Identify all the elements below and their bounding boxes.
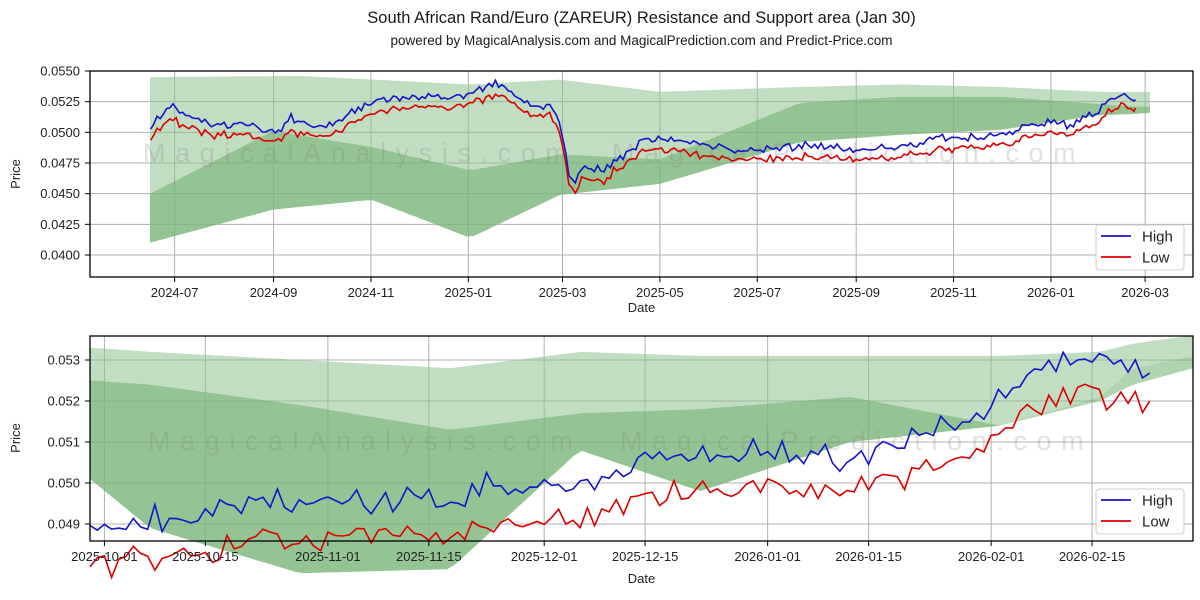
svg-text:Price: Price xyxy=(8,159,23,189)
svg-text:MagicalPrediction.com: MagicalPrediction.com xyxy=(620,426,1093,456)
svg-text:0.050: 0.050 xyxy=(47,476,80,491)
svg-text:0.053: 0.053 xyxy=(47,353,80,368)
svg-text:2025-01: 2025-01 xyxy=(444,285,492,300)
svg-text:0.0525: 0.0525 xyxy=(40,94,80,109)
svg-text:Date: Date xyxy=(628,300,655,315)
svg-text:2026-02-01: 2026-02-01 xyxy=(958,549,1025,564)
svg-text:0.049: 0.049 xyxy=(47,517,80,532)
svg-text:2024-11: 2024-11 xyxy=(348,285,395,300)
svg-text:2025-11-01: 2025-11-01 xyxy=(295,549,361,564)
svg-text:0.0550: 0.0550 xyxy=(40,64,80,79)
svg-text:2025-09: 2025-09 xyxy=(832,285,880,300)
svg-text:2024-07: 2024-07 xyxy=(151,285,199,300)
svg-text:2026-01-01: 2026-01-01 xyxy=(734,549,801,564)
svg-text:MagicalAnalysis.com: MagicalAnalysis.com xyxy=(148,426,582,456)
svg-text:2025-03: 2025-03 xyxy=(539,285,587,300)
svg-text:2024-09: 2024-09 xyxy=(250,285,298,300)
svg-text:2025-07: 2025-07 xyxy=(733,285,781,300)
svg-text:2025-05: 2025-05 xyxy=(636,285,684,300)
svg-text:MagicalAnalysis.com: MagicalAnalysis.com xyxy=(143,138,577,168)
svg-text:0.0500: 0.0500 xyxy=(40,125,80,140)
svg-text:Date: Date xyxy=(628,571,655,586)
svg-text:0.052: 0.052 xyxy=(47,394,80,409)
svg-text:2025-11-15: 2025-11-15 xyxy=(396,549,462,564)
svg-text:2026-02-15: 2026-02-15 xyxy=(1059,549,1126,564)
svg-text:0.0425: 0.0425 xyxy=(40,217,80,232)
svg-text:Low: Low xyxy=(1142,514,1170,531)
svg-text:0.051: 0.051 xyxy=(47,435,80,450)
svg-text:2025-10-15: 2025-10-15 xyxy=(172,549,239,564)
svg-text:2025-12-01: 2025-12-01 xyxy=(511,549,578,564)
svg-text:2025-10-01: 2025-10-01 xyxy=(71,549,138,564)
svg-text:2025-11: 2025-11 xyxy=(930,285,977,300)
svg-text:0.0400: 0.0400 xyxy=(40,248,80,263)
svg-text:Price: Price xyxy=(8,423,23,453)
svg-text:2026-01-15: 2026-01-15 xyxy=(835,549,902,564)
svg-text:0.0475: 0.0475 xyxy=(40,156,80,171)
svg-text:High: High xyxy=(1142,493,1173,510)
svg-text:2026-01: 2026-01 xyxy=(1027,285,1075,300)
svg-text:High: High xyxy=(1142,229,1173,246)
svg-text:2025-12-15: 2025-12-15 xyxy=(612,549,679,564)
svg-text:2026-03: 2026-03 xyxy=(1121,285,1169,300)
svg-text:0.0450: 0.0450 xyxy=(40,186,80,201)
svg-text:Low: Low xyxy=(1142,250,1170,267)
